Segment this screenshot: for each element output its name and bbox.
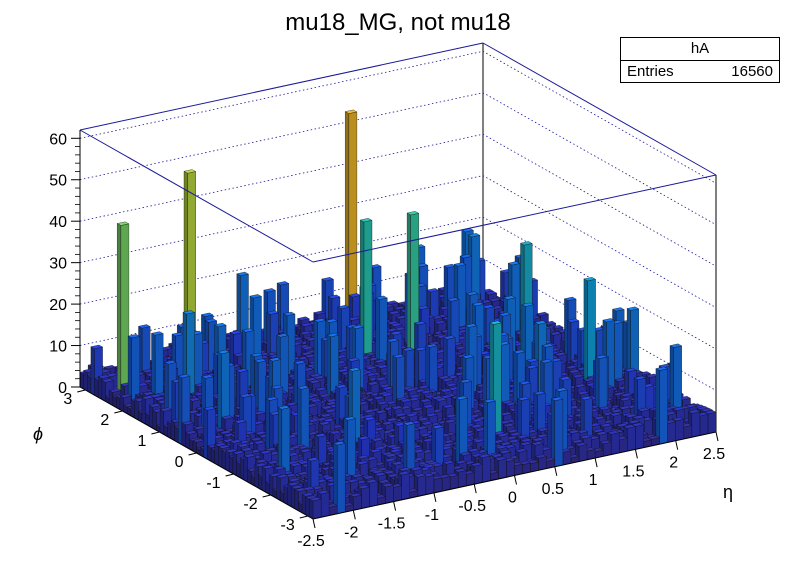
x-tick-label: 1 (589, 472, 598, 489)
y-tick-label: -3 (281, 517, 295, 534)
y-tick-label: -2 (243, 496, 257, 513)
y-tick-label: 3 (63, 391, 72, 408)
grid-lines (79, 50, 717, 391)
y-axis-title: ϕ (33, 424, 43, 444)
stats-entries-value: 16560 (731, 63, 773, 80)
x-tick-label: 2.5 (703, 446, 725, 463)
stats-box: hA Entries 16560 (620, 37, 780, 83)
lego-bar (116, 221, 130, 405)
chart-title: mu18_MG, not mu18 (285, 9, 510, 36)
y-tick-label: -1 (206, 475, 220, 492)
x-tick-label: 0.5 (542, 481, 564, 498)
lego-bar (550, 396, 564, 468)
z-tick-label: 20 (49, 297, 67, 314)
z-tick-label: 60 (49, 131, 67, 148)
stats-entries-label: Entries (627, 63, 674, 80)
lego-bar (308, 497, 322, 520)
z-tick-label: 10 (49, 339, 67, 356)
x-tick-label: -0.5 (458, 498, 486, 515)
x-tick-label: 1.5 (622, 463, 644, 480)
x-tick-label: 2 (669, 455, 678, 472)
x-tick-label: 0 (508, 490, 517, 507)
x-axis-title: η (723, 482, 733, 502)
z-tick-label: 30 (49, 256, 67, 273)
x-tick-label: -1 (425, 507, 439, 524)
x-tick-label: -2.5 (297, 533, 325, 550)
lego-bars (79, 109, 717, 520)
lego-bar (333, 441, 346, 515)
z-tick-label: 50 (49, 173, 67, 190)
lego-bar (655, 366, 669, 445)
z-tick-label: 40 (49, 214, 67, 231)
y-tick-label: 2 (100, 412, 109, 429)
stats-title: hA (621, 38, 779, 61)
stats-entries-row: Entries 16560 (621, 61, 779, 83)
y-tick-label: 0 (175, 454, 184, 471)
x-tick-label: -2 (344, 524, 358, 541)
y-tick-label: 1 (138, 433, 147, 450)
x-tick-label: -1.5 (378, 516, 406, 533)
